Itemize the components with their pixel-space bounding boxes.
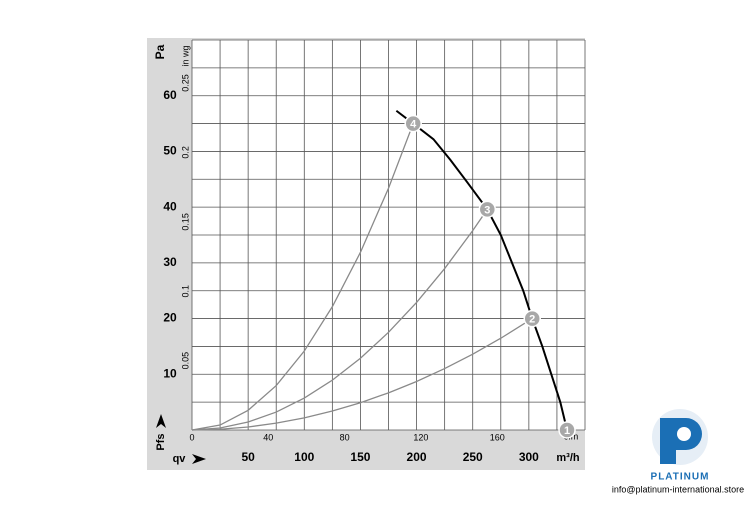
- system-curve: [191, 123, 414, 431]
- x-tick-label: 100: [294, 450, 314, 464]
- arrow: [192, 454, 206, 464]
- operating-point: [404, 114, 422, 133]
- y2-tick-label: 0.05: [180, 352, 190, 370]
- y-axis-label: Pfs: [155, 433, 167, 450]
- y-tick-label: 40: [163, 199, 177, 213]
- system-curve: [191, 209, 488, 431]
- y2-tick-label: 0.15: [180, 213, 190, 231]
- y-tick-label: 30: [163, 255, 177, 269]
- x2-tick-label: 120: [413, 432, 428, 442]
- x2-tick-label: 0: [189, 432, 194, 442]
- x2-tick-label: 40: [263, 432, 273, 442]
- y2-tick-label: 0.25: [180, 74, 190, 92]
- arrow: [156, 414, 166, 428]
- brand-name: PLATINUM: [651, 472, 710, 483]
- x2-tick-label: 160: [490, 432, 505, 442]
- operating-point-label: 3: [484, 204, 490, 216]
- operating-point-label: 2: [529, 313, 535, 325]
- x-tick-label: 300: [519, 450, 539, 464]
- y-tick-label: 60: [163, 88, 177, 102]
- fan-curve: [395, 109, 569, 431]
- y-tick-label: 50: [163, 144, 177, 158]
- operating-point: [478, 200, 497, 219]
- x2-tick-label: 80: [340, 432, 350, 442]
- x-tick-label: 150: [350, 450, 370, 464]
- logo: [652, 409, 708, 465]
- y2-tick-label: 0.1: [180, 285, 190, 298]
- y2-tick-label: 0.2: [180, 146, 190, 159]
- brand-email: info@platinum-international.store: [612, 484, 744, 494]
- y-tick-label: 20: [163, 311, 177, 325]
- y-unit: Pa: [153, 44, 167, 59]
- operating-point: [523, 309, 541, 328]
- y-tick-label: 10: [163, 366, 177, 380]
- operating-point: [558, 421, 576, 439]
- system-curve: [191, 318, 533, 431]
- operating-point-label: 4: [410, 118, 417, 130]
- x-axis-label: qv: [173, 453, 187, 465]
- x-tick-label: 50: [241, 450, 255, 464]
- x-unit: m³/h: [556, 452, 580, 464]
- x-tick-label: 250: [463, 450, 483, 464]
- y2-unit: in wg: [180, 45, 190, 66]
- operating-point-label: 1: [564, 425, 570, 437]
- x-tick-label: 200: [407, 450, 427, 464]
